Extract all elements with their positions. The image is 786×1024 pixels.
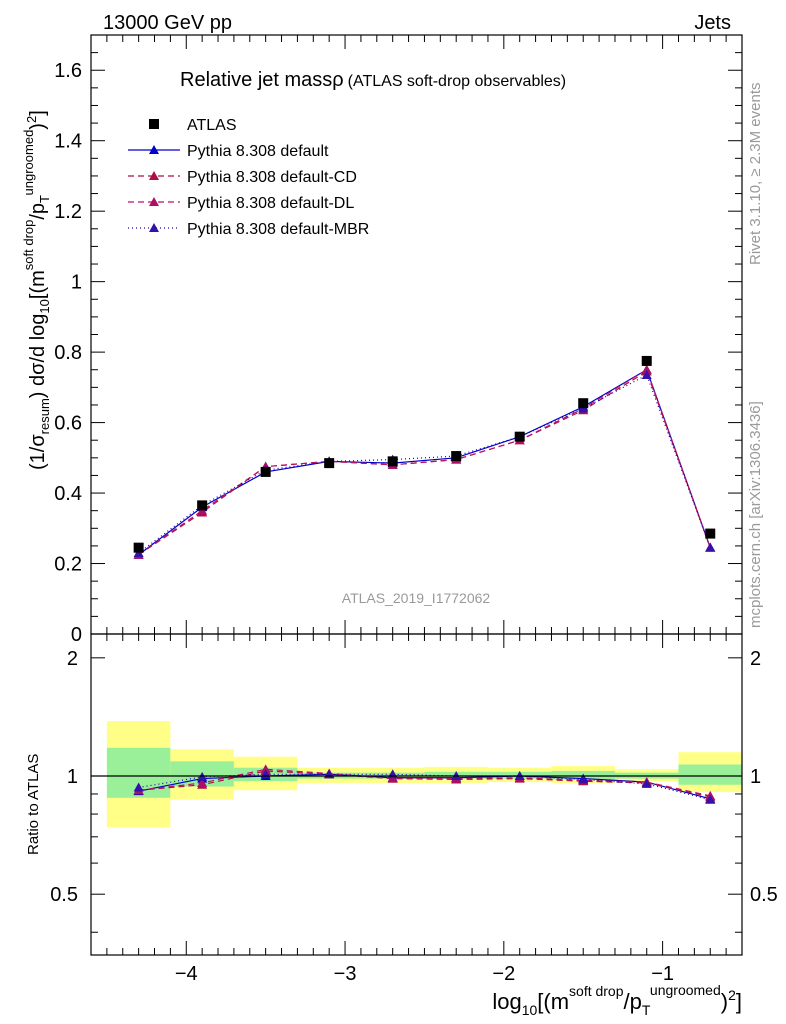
chart-title-main: Relative jet massρ <box>180 69 344 91</box>
data-point <box>197 500 208 511</box>
y-tick-label-ratio-right: 1 <box>750 766 761 788</box>
rivet-label: Rivet 3.1.10, ≥ 2.3M events <box>747 83 764 266</box>
y-tick-label-main: 1 <box>71 272 82 294</box>
legend-marker-data <box>149 119 159 129</box>
analysis-id: ATLAS_2019_I1772062 <box>342 590 491 606</box>
y-tick-label-ratio-right: 2 <box>750 648 761 670</box>
x-tick-label: −1 <box>651 963 674 985</box>
y-tick-label-main: 0.8 <box>54 342 82 364</box>
data-point <box>451 451 462 462</box>
y-tick-label-main: 0 <box>71 624 82 646</box>
mcplots-label: mcplots.cern.ch [arXiv:1306.3436] <box>747 401 764 628</box>
legend-label: Pythia 8.308 default-MBR <box>187 221 369 238</box>
ratio-band-inner <box>678 764 742 785</box>
series-line-1 <box>138 370 711 556</box>
y-tick-label-main: 0.2 <box>54 554 82 576</box>
data-point <box>260 466 271 477</box>
legend-label: Pythia 8.308 default-CD <box>187 169 357 186</box>
series-lines <box>138 368 711 801</box>
y-tick-label-ratio-right: 0.5 <box>750 884 778 906</box>
header-left: 13000 GeV pp <box>103 12 232 34</box>
data-point <box>641 355 652 366</box>
data-point <box>133 542 144 553</box>
legend: ATLAS Pythia 8.308 default Pythia 8.308 de… <box>128 117 369 238</box>
x-axis-label: log10[(msoft drop/pTungroomed)2] <box>492 982 742 1018</box>
data-point <box>387 456 398 467</box>
y-tick-label-ratio: 0.5 <box>50 884 78 906</box>
series-line-2 <box>138 368 711 556</box>
legend-marker <box>149 223 159 232</box>
series-marker-3 <box>705 542 716 552</box>
legend-marker <box>149 171 159 180</box>
series-ratio-marker-3 <box>578 774 589 784</box>
data-point <box>705 528 716 539</box>
chart-title: Relative jet massρ (ATLAS soft-drop obser… <box>180 69 566 91</box>
y-tick-label-ratio: 2 <box>67 648 78 670</box>
series-ratio-marker-3 <box>641 778 652 788</box>
y-axis-label-main: (1/σresum) dσ/d log10[(msoft drop/pTungr… <box>21 110 52 470</box>
y-tick-label-main: 0.4 <box>54 483 82 505</box>
series-marker-2 <box>641 364 652 374</box>
y-tick-label-main: 1.6 <box>54 60 82 82</box>
legend-marker <box>149 145 159 154</box>
axes: −4 −3 −2 −1 0 0.2 0.4 0.6 0.8 1 1.2 1.4 1.6 0.5 0.5 1 1 2… <box>50 34 778 985</box>
legend-label: ATLAS <box>187 117 237 134</box>
y-tick-label-main: 0.6 <box>54 413 82 435</box>
ratio-frame <box>90 633 743 956</box>
legend-marker <box>149 197 159 206</box>
series-line-3 <box>138 374 711 554</box>
y-tick-label-main: 1.2 <box>54 201 82 223</box>
series-ratio-marker-2 <box>197 777 208 787</box>
series-ratio-marker-2 <box>260 764 271 774</box>
y-tick-label-ratio: 1 <box>67 766 78 788</box>
header-right: Jets <box>694 12 731 34</box>
x-tick-label: −4 <box>175 963 198 985</box>
series-ratio-marker-3 <box>133 782 144 792</box>
legend-label: Pythia 8.308 default-DL <box>187 195 354 212</box>
legend-label: Pythia 8.308 default <box>187 143 329 160</box>
chart-subtitle: (ATLAS soft-drop observables) <box>348 73 566 90</box>
data-point <box>514 431 525 442</box>
x-tick-label: −2 <box>492 963 515 985</box>
data-markers <box>133 355 716 804</box>
data-point <box>324 458 335 469</box>
data-point <box>578 398 589 409</box>
series-ratio-marker-3 <box>705 794 716 804</box>
y-tick-label-main: 1.4 <box>54 131 82 153</box>
x-tick-label: −3 <box>334 963 357 985</box>
series-ratio-line-0 <box>138 773 711 800</box>
y-axis-label-ratio: Ratio to ATLAS <box>25 754 42 855</box>
series-marker-3 <box>641 370 652 380</box>
